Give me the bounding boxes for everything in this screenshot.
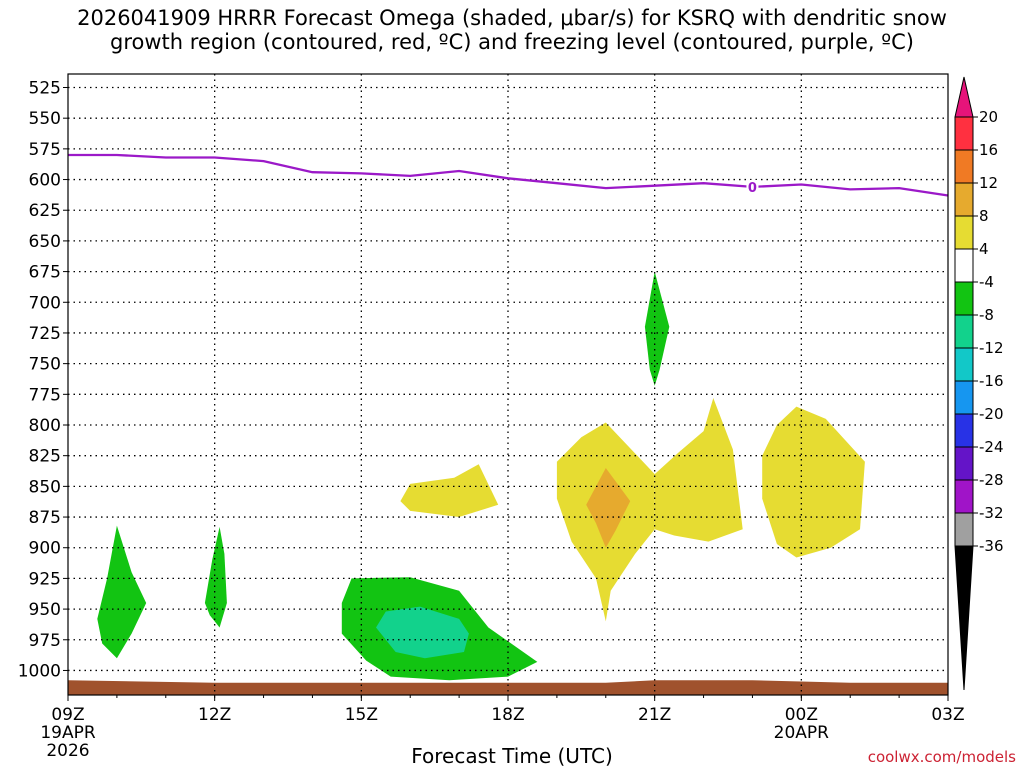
y-tick-label-850: 850 xyxy=(29,477,61,497)
y-tick-label-650: 650 xyxy=(29,232,61,252)
colorbar-segment xyxy=(954,347,974,382)
freezing-level-label: 0 xyxy=(748,181,757,196)
source-credit[interactable]: coolwx.com/models xyxy=(867,748,1016,766)
x-date-label: 2026 xyxy=(46,741,89,761)
colorbar-label--36: -36 xyxy=(979,537,1004,555)
y-tick-label-625: 625 xyxy=(29,201,61,221)
omega-region-ascent-core-1 xyxy=(97,525,147,659)
y-tick-label-550: 550 xyxy=(29,109,61,129)
colorbar-segment xyxy=(954,479,974,514)
freezing-level-line xyxy=(68,153,949,197)
colorbar-bottom-arrow xyxy=(954,545,974,691)
y-tick-label-525: 525 xyxy=(29,79,61,99)
y-tick-label-700: 700 xyxy=(29,293,61,313)
omega-shading-layer xyxy=(97,271,865,681)
y-tick-label-975: 975 xyxy=(29,631,61,651)
y-tick-label-725: 725 xyxy=(29,324,61,344)
x-date-label: 20APR xyxy=(774,723,830,743)
colorbar-label--32: -32 xyxy=(979,504,1004,522)
y-tick-label-875: 875 xyxy=(29,508,61,528)
surface-terrain-band xyxy=(68,680,948,695)
colorbar-segment xyxy=(954,446,974,481)
colorbar-segment xyxy=(954,380,974,415)
title-line-2: growth region (contoured, red, ºC) and f… xyxy=(110,30,914,54)
colorbar: 20 16 12 8 4 -4 -8 -12 -16 -20 -24 -28 -32 -36 xyxy=(954,76,1004,691)
colorbar-label-8: 8 xyxy=(979,207,989,225)
x-axis-title: Forecast Time (UTC) xyxy=(411,744,613,768)
omega-region-descent-3 xyxy=(654,398,743,542)
colorbar-label-20: 20 xyxy=(979,108,998,126)
colorbar-segment xyxy=(954,314,974,349)
omega-region-ascent-core-2 xyxy=(204,526,227,628)
x-tick-label-18Z: 18Z xyxy=(491,705,524,725)
axes-layer: 525 550 575 600 625 650 675 700 725 750 775 800 825 8… xyxy=(18,73,965,761)
colorbar-segment xyxy=(954,281,974,316)
y-tick-label-775: 775 xyxy=(29,385,61,405)
y-tick-label-825: 825 xyxy=(29,447,61,467)
colorbar-label--28: -28 xyxy=(979,471,1004,489)
chart-title: 2026041909 HRRR Forecast Omega (shaded, … xyxy=(0,6,1024,54)
x-tick-label-15Z: 15Z xyxy=(345,705,378,725)
colorbar-segment xyxy=(954,149,974,184)
x-tick-label-12Z: 12Z xyxy=(198,705,231,725)
y-tick-label-800: 800 xyxy=(29,416,61,436)
y-tick-label-675: 675 xyxy=(29,263,61,283)
colorbar-top-arrow xyxy=(954,76,974,118)
y-tick-label-575: 575 xyxy=(29,140,61,160)
colorbar-label--16: -16 xyxy=(979,372,1004,390)
colorbar-label--4: -4 xyxy=(979,273,994,291)
y-tick-label-1000: 1000 xyxy=(18,661,61,681)
y-tick-label-750: 750 xyxy=(29,355,61,375)
colorbar-segment xyxy=(954,182,974,217)
x-tick-label-21Z: 21Z xyxy=(638,705,671,725)
title-line-1: 2026041909 HRRR Forecast Omega (shaded, … xyxy=(77,6,947,30)
omega-region-descent-4 xyxy=(762,406,865,558)
y-tick-label-950: 950 xyxy=(29,600,61,620)
colorbar-label--8: -8 xyxy=(979,306,994,324)
colorbar-segment xyxy=(954,248,974,283)
freezing-label-bg xyxy=(746,179,759,194)
colorbar-label-4: 4 xyxy=(979,240,989,258)
x-date-label: 19APR xyxy=(40,723,96,743)
colorbar-segment xyxy=(954,512,974,547)
colorbar-segment xyxy=(954,215,974,250)
freezing-level-layer: 0 xyxy=(68,153,949,197)
plot-frame xyxy=(67,73,949,696)
omega-region-descent-2-core xyxy=(586,468,631,548)
y-tick-label-925: 925 xyxy=(29,569,61,589)
gridlines-layer xyxy=(68,74,948,695)
y-tick-label-600: 600 xyxy=(29,171,61,191)
omega-region-ascent-core-3-inner xyxy=(376,606,469,659)
colorbar-label--24: -24 xyxy=(979,438,1004,456)
x-tick-label-00Z: 00Z xyxy=(785,705,818,725)
y-tick-label-900: 900 xyxy=(29,539,61,559)
x-tick-label-09Z: 09Z xyxy=(51,705,84,725)
colorbar-label-16: 16 xyxy=(979,141,998,159)
x-tick-label-03Z: 03Z xyxy=(931,705,964,725)
colorbar-segment xyxy=(954,116,974,151)
colorbar-label-12: 12 xyxy=(979,174,998,192)
colorbar-segment xyxy=(954,413,974,448)
colorbar-label--12: -12 xyxy=(979,339,1004,357)
surface-terrain-layer xyxy=(68,680,948,695)
colorbar-label--20: -20 xyxy=(979,405,1004,423)
omega-region-descent-1 xyxy=(400,464,499,517)
omega-region-ascent-core-4 xyxy=(644,271,670,386)
